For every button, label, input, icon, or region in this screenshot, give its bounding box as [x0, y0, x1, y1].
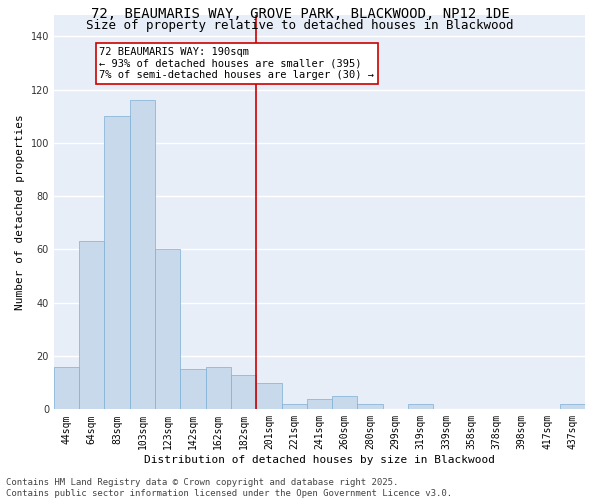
Bar — [206, 366, 231, 410]
Text: Size of property relative to detached houses in Blackwood: Size of property relative to detached ho… — [86, 19, 514, 32]
Bar — [256, 382, 281, 409]
Bar — [560, 404, 585, 409]
Y-axis label: Number of detached properties: Number of detached properties — [15, 114, 25, 310]
Bar — [307, 398, 332, 409]
Bar — [408, 404, 433, 409]
Bar — [155, 250, 181, 410]
Text: 72, BEAUMARIS WAY, GROVE PARK, BLACKWOOD, NP12 1DE: 72, BEAUMARIS WAY, GROVE PARK, BLACKWOOD… — [91, 8, 509, 22]
Bar — [181, 370, 206, 410]
Bar — [79, 242, 104, 410]
Bar — [332, 396, 358, 409]
Bar — [104, 116, 130, 410]
Text: Contains HM Land Registry data © Crown copyright and database right 2025.
Contai: Contains HM Land Registry data © Crown c… — [6, 478, 452, 498]
Bar — [281, 404, 307, 409]
Bar — [54, 366, 79, 410]
Bar — [231, 374, 256, 410]
X-axis label: Distribution of detached houses by size in Blackwood: Distribution of detached houses by size … — [144, 455, 495, 465]
Bar — [358, 404, 383, 409]
Text: 72 BEAUMARIS WAY: 190sqm
← 93% of detached houses are smaller (395)
7% of semi-d: 72 BEAUMARIS WAY: 190sqm ← 93% of detach… — [100, 47, 374, 80]
Bar — [130, 100, 155, 409]
